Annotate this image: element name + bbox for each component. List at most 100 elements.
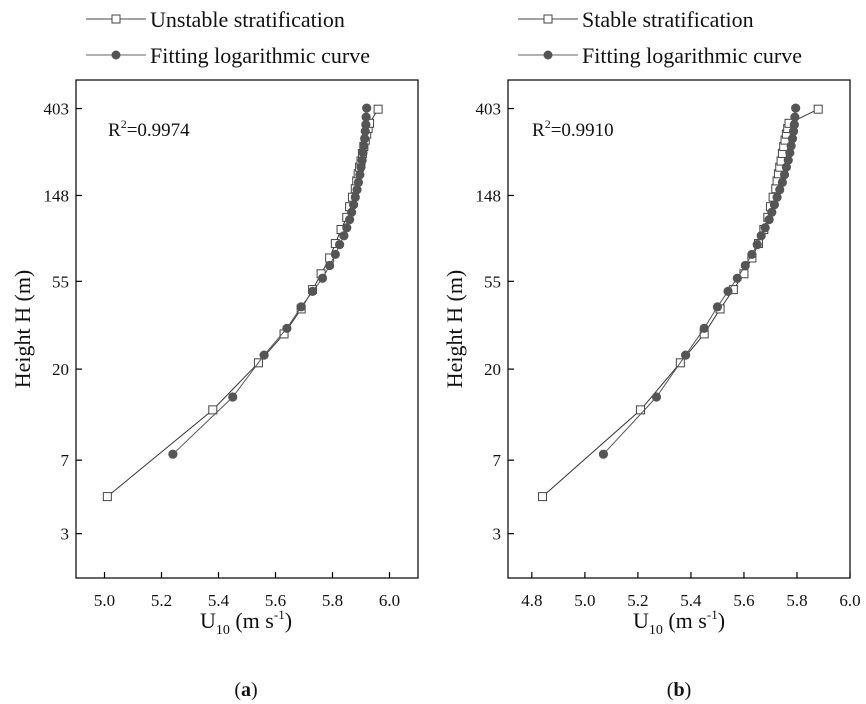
data-point-circle xyxy=(360,134,370,144)
panel-label-b: (b) xyxy=(667,679,691,701)
data-point-circle xyxy=(348,200,359,210)
x-tick-label: 5.2 xyxy=(627,591,648,610)
y-tick-label: 7 xyxy=(493,451,502,470)
y-tick-label: 403 xyxy=(44,100,70,119)
x-tick-label: 5.0 xyxy=(94,591,115,610)
data-point-circle xyxy=(330,249,340,260)
data-point-square xyxy=(636,405,646,415)
y-tick-label: 7 xyxy=(61,451,70,470)
data-point-circle xyxy=(598,449,609,459)
y-tick-label: 148 xyxy=(476,186,502,205)
data-point-circle xyxy=(788,126,799,136)
plot-frame-b xyxy=(507,79,851,579)
x-axis-close-a: ) xyxy=(285,608,292,633)
series-b xyxy=(537,103,823,502)
data-point-circle xyxy=(259,350,269,360)
r-superscript-a: 2 xyxy=(121,117,127,131)
legend-label-series-2: Fitting logarithmic curve xyxy=(582,43,802,68)
data-point-circle xyxy=(350,192,360,202)
data-point-circle xyxy=(785,148,795,158)
data-point-circle xyxy=(282,323,292,333)
legend-marker-filled-circle xyxy=(543,50,553,60)
panel-letter-a: a xyxy=(241,679,251,701)
data-point-square xyxy=(373,104,383,114)
x-axis-sub-b: 10 xyxy=(649,623,663,638)
series-a xyxy=(102,103,383,502)
data-point-circle xyxy=(681,350,691,360)
data-point-circle xyxy=(345,215,355,225)
data-point-circle xyxy=(712,302,723,312)
r-superscript-b: 2 xyxy=(545,117,551,131)
y-tick-label: 20 xyxy=(52,360,69,379)
x-axis-u-a: U xyxy=(200,608,216,633)
x-axis-unit-sup-a: -1 xyxy=(274,607,285,622)
data-point-circle xyxy=(723,286,733,296)
axis-ticks-a: 5.0 5.2 5.4 5.6 5.8 6.0 3 7 20 55 148 403 xyxy=(44,100,401,610)
data-point-circle xyxy=(752,239,762,250)
x-axis-unit-b: (m s xyxy=(663,608,707,633)
data-point-circle xyxy=(775,185,785,195)
data-point-square xyxy=(102,492,112,502)
x-tick-label: 6.0 xyxy=(839,591,860,610)
data-point-circle xyxy=(307,286,318,296)
data-point-circle xyxy=(777,177,787,188)
y-tick-label: 20 xyxy=(484,360,501,379)
data-point-circle xyxy=(769,200,780,210)
x-tick-label: 5.8 xyxy=(786,591,807,610)
panel-label-a: (a) xyxy=(234,679,257,701)
x-tick-label: 5.8 xyxy=(322,591,343,610)
legend-label-series-1: Unstable stratification xyxy=(150,7,345,32)
data-point-circle xyxy=(353,177,364,188)
y-axis-title-b: Height H (m) xyxy=(442,270,467,389)
legend-b: Stable stratification Fitting logarithmi… xyxy=(518,7,802,68)
data-point-circle xyxy=(317,273,328,283)
r-letter-b: R xyxy=(532,120,545,141)
data-point-circle xyxy=(346,207,357,217)
x-axis-u-b: U xyxy=(633,608,649,633)
r-squared-annotation-b: R2=0.9910 xyxy=(532,117,614,141)
x-tick-label: 5.4 xyxy=(208,591,230,610)
panel-letter-b: b xyxy=(673,679,684,701)
data-point-circle xyxy=(335,239,345,250)
data-point-circle xyxy=(783,155,793,165)
data-point-circle xyxy=(787,134,798,144)
x-axis-sub-a: 10 xyxy=(216,623,230,638)
data-point-circle xyxy=(168,449,178,459)
x-tick-label: 6.0 xyxy=(379,591,400,610)
chart-panel-b: Stable stratification Fitting logarithmi… xyxy=(442,7,861,701)
x-tick-label: 5.6 xyxy=(265,591,286,610)
r-value-a: =0.9974 xyxy=(127,120,190,141)
data-point-circle xyxy=(732,273,742,283)
y-tick-label: 403 xyxy=(476,100,502,119)
data-point-circle xyxy=(356,162,366,172)
data-point-circle xyxy=(357,155,367,165)
y-tick-label: 3 xyxy=(493,525,502,544)
legend-marker-open-square xyxy=(543,14,553,24)
x-axis-title-b: U10 (m s-1) xyxy=(633,607,725,638)
data-point-circle xyxy=(772,192,782,202)
data-point-square xyxy=(813,104,823,114)
chart-panel-a: Unstable stratification Fitting logarith… xyxy=(10,7,419,701)
data-point-circle xyxy=(760,223,770,233)
data-point-square xyxy=(208,405,218,415)
data-point-circle xyxy=(779,170,790,180)
y-tick-label: 55 xyxy=(484,272,501,291)
data-point-circle xyxy=(352,185,362,195)
data-point-circle xyxy=(362,103,372,113)
data-point-circle xyxy=(756,231,766,241)
legend-marker-filled-circle xyxy=(111,50,121,60)
x-axis-title-a: U10 (m s-1) xyxy=(200,607,292,638)
data-point-square xyxy=(537,492,547,502)
data-point-circle xyxy=(781,162,791,172)
plot-frame-a xyxy=(75,79,419,579)
legend-marker-open-square xyxy=(111,14,121,24)
data-point-circle xyxy=(339,231,349,241)
data-point-circle xyxy=(361,119,371,130)
r-squared-annotation-a: R2=0.9974 xyxy=(108,117,190,141)
data-point-circle xyxy=(228,392,238,402)
y-tick-label: 55 xyxy=(52,272,69,291)
series-line-1 xyxy=(106,108,379,497)
data-point-circle xyxy=(740,260,750,271)
y-tick-label: 3 xyxy=(61,525,70,544)
